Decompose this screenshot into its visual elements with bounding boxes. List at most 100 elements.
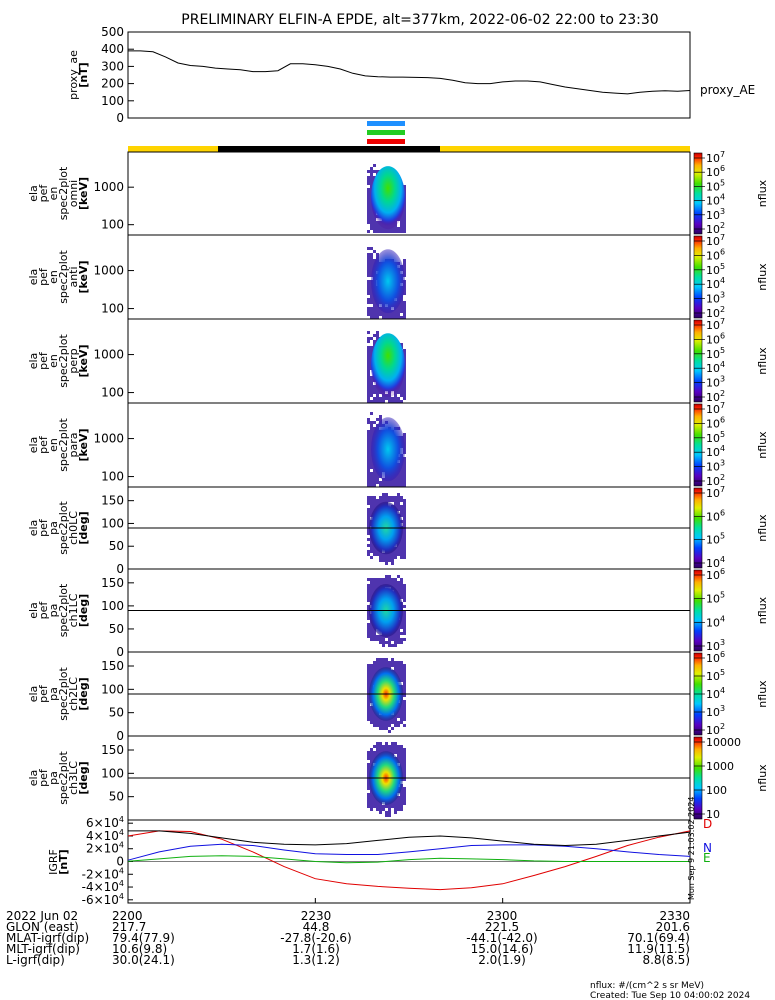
colorbar-label: nflux xyxy=(756,179,769,207)
flux-pixel xyxy=(403,550,406,553)
colorbar xyxy=(693,487,703,569)
flux-pixel xyxy=(367,361,370,364)
flux-pixel xyxy=(373,469,376,472)
flux-pixel xyxy=(385,499,388,502)
flux-pixel xyxy=(400,307,403,310)
flux-pixel xyxy=(382,553,385,556)
flux-pixel xyxy=(373,635,376,638)
ylabel-line: spec2plot xyxy=(57,418,70,472)
ylabel-line: spec2plot xyxy=(57,667,70,721)
flux-pixel xyxy=(400,763,403,766)
colorbar-tick-label: 103 xyxy=(706,704,725,719)
flux-pixel xyxy=(379,313,382,316)
flux-pixel xyxy=(400,796,403,799)
flux-pixel xyxy=(397,664,400,667)
ylabel-line: [deg] xyxy=(77,511,90,544)
flux-pixel xyxy=(385,745,388,748)
flux-pixel xyxy=(367,544,370,547)
flux-pixel xyxy=(373,715,376,718)
flux-pixel xyxy=(394,802,397,805)
flux-pixel xyxy=(385,553,388,556)
ephemeris-value: 217.7 xyxy=(112,920,146,934)
ytick-label: 100 xyxy=(101,218,124,232)
ephemeris-value: 2230 xyxy=(301,909,332,923)
flux-pixel xyxy=(373,502,376,505)
flux-pixel xyxy=(391,802,394,805)
colorbar xyxy=(693,403,703,487)
ylabel-line: ela xyxy=(27,520,40,537)
flux-pixel xyxy=(400,316,403,319)
flux-pixel xyxy=(400,511,403,514)
flux-pixel xyxy=(400,544,403,547)
flux-pixel xyxy=(367,799,370,802)
flux-pixel xyxy=(388,805,391,808)
flux-pixel xyxy=(370,748,373,751)
ae-ytick-label: 0 xyxy=(116,111,124,125)
ytick-label: 100 xyxy=(101,516,124,530)
flux-pixel xyxy=(367,703,370,706)
flux-pixel xyxy=(385,664,388,667)
flux-pixel xyxy=(400,230,403,233)
flux-pixel xyxy=(385,559,388,562)
flux-pixel xyxy=(367,454,370,457)
flux-pixel xyxy=(394,751,397,754)
colorbar-tick-label: 105 xyxy=(706,262,725,277)
flux-pixel xyxy=(403,799,406,802)
flux-pixel xyxy=(373,664,376,667)
flux-pixel xyxy=(400,623,403,626)
flux-pixel xyxy=(370,808,373,811)
flux-pixel xyxy=(373,388,376,391)
flux-pixel xyxy=(400,584,403,587)
flux-pixel xyxy=(394,644,397,647)
flux-pixel xyxy=(367,632,370,635)
flux-pixel xyxy=(367,268,370,271)
flux-pixel xyxy=(394,670,397,673)
flux-pixel xyxy=(403,224,406,227)
flux-pixel xyxy=(367,676,370,679)
flux-pixel xyxy=(367,469,370,472)
flux-pixel xyxy=(373,301,376,304)
flux-pixel xyxy=(370,346,373,349)
ylabel-line: proxy_ae xyxy=(67,50,80,100)
flux-pixel xyxy=(391,721,394,724)
flux-pixel xyxy=(376,802,379,805)
colorbar-tick-label: 105 xyxy=(706,532,725,547)
ae-frame xyxy=(127,31,691,119)
flux-pixel xyxy=(370,227,373,230)
flux-pixel xyxy=(400,475,403,478)
flux-pixel xyxy=(367,313,370,316)
bfield-ytick-label: 0 xyxy=(116,855,124,869)
flux-pixel xyxy=(376,391,379,394)
flux-pixel xyxy=(373,578,376,581)
flux-pixel xyxy=(373,754,376,757)
flux-pixel xyxy=(367,188,370,191)
ytick-label: 150 xyxy=(101,576,124,590)
flux-pixel xyxy=(394,715,397,718)
colorbar-tick-label: 103 xyxy=(706,291,725,306)
panel-frame xyxy=(127,234,691,320)
flux-pixel xyxy=(388,575,391,578)
flux-pixel xyxy=(367,715,370,718)
colorbar-tick-label: 105 xyxy=(706,591,725,606)
flux-pixel xyxy=(367,688,370,691)
flux-pixel xyxy=(394,664,397,667)
flux-pixel xyxy=(397,575,400,578)
flux-region xyxy=(367,331,406,403)
ytick-label: 0 xyxy=(116,729,124,743)
flux-pixel xyxy=(400,679,403,682)
flux-pixel xyxy=(403,590,406,593)
flux-pixel xyxy=(397,397,400,400)
flux-pixel xyxy=(373,721,376,724)
ylabel-line: [keV] xyxy=(77,177,90,210)
flux-pixel xyxy=(367,784,370,787)
flux-pixel xyxy=(367,274,370,277)
flux-pixel xyxy=(367,442,370,445)
flux-pixel xyxy=(379,556,382,559)
flux-core xyxy=(371,166,405,230)
flux-pixel xyxy=(394,316,397,319)
flux-pixel xyxy=(370,433,373,436)
flux-pixel xyxy=(403,541,406,544)
flux-pixel xyxy=(403,532,406,535)
flux-pixel xyxy=(403,469,406,472)
